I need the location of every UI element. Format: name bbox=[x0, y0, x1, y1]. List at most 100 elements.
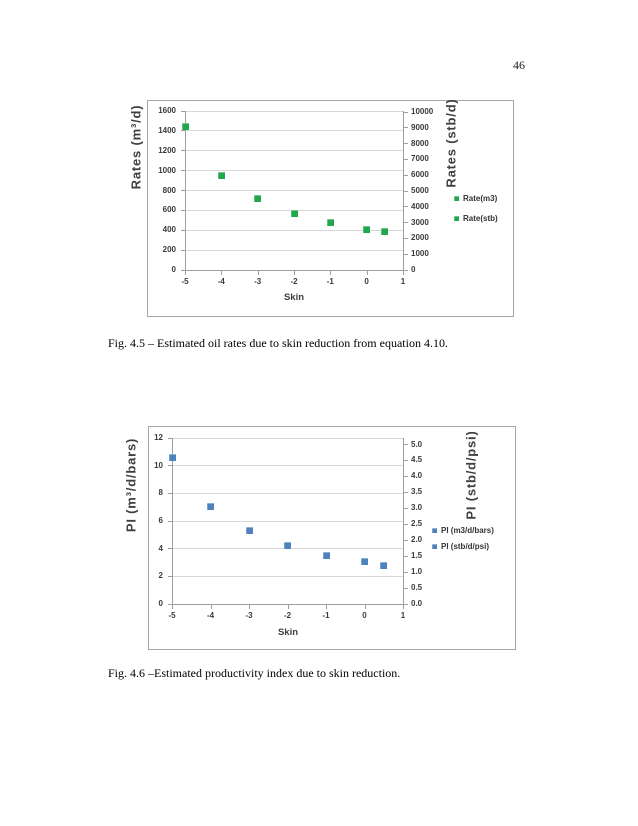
secondary-y-axis-tick-label: 4.5 bbox=[411, 455, 423, 465]
y-axis-tick-label: 1000 bbox=[158, 165, 176, 175]
y-axis-tick-label: 1400 bbox=[158, 125, 176, 135]
y-axis-tick-mark bbox=[168, 575, 172, 577]
y-axis-tick-label: 8 bbox=[158, 488, 163, 498]
y-axis-tick-mark bbox=[168, 492, 172, 494]
secondary-y-axis-tick-label: 0 bbox=[411, 265, 416, 274]
y-axis-tick-mark bbox=[181, 209, 185, 211]
x-axis-tick-label: -1 bbox=[322, 611, 330, 620]
legend-label: Rate(stb) bbox=[463, 214, 498, 223]
secondary-y-axis-tick-mark bbox=[404, 539, 408, 541]
data-point-marker bbox=[245, 527, 253, 535]
secondary-y-axis-tick-mark bbox=[404, 174, 408, 176]
x-axis-tick-label: 1 bbox=[400, 277, 406, 286]
x-axis-tick-mark bbox=[257, 271, 259, 275]
y-gridline bbox=[185, 249, 403, 251]
y-gridline bbox=[185, 110, 403, 112]
x-axis-tick-mark bbox=[249, 605, 250, 609]
data-point-marker bbox=[363, 225, 371, 233]
secondary-y-axis-tick-label: 5.0 bbox=[411, 439, 423, 449]
secondary-y-axis-tick-mark bbox=[404, 571, 408, 573]
secondary-y-axis-tick-mark bbox=[404, 555, 408, 557]
y-axis-tick-label: 4 bbox=[158, 543, 163, 553]
right-axis-title: Rates (stb/d) bbox=[443, 98, 459, 188]
x-axis-tick-label: -3 bbox=[245, 611, 253, 620]
legend-label: PI (stb/d/psi) bbox=[441, 542, 489, 551]
y-gridline bbox=[172, 492, 403, 494]
y-gridline bbox=[185, 150, 403, 152]
y-axis-tick-label: 400 bbox=[162, 225, 176, 235]
secondary-y-axis-tick-mark bbox=[404, 587, 408, 589]
x-axis-tick-mark bbox=[287, 605, 289, 609]
data-point-marker bbox=[326, 219, 334, 227]
secondary-y-axis-tick-label: 4000 bbox=[411, 201, 429, 211]
y-axis-tick-mark bbox=[181, 170, 185, 172]
y-axis-tick-label: 200 bbox=[162, 245, 176, 255]
x-axis-tick-label: 0 bbox=[362, 611, 367, 620]
secondary-y-axis-tick-label: 2.0 bbox=[411, 535, 423, 545]
x-axis-tick-label: -4 bbox=[217, 277, 225, 286]
y-axis-tick-mark bbox=[168, 437, 172, 439]
data-point-marker bbox=[181, 123, 189, 131]
y-gridline bbox=[185, 229, 403, 231]
secondary-y-axis-tick-label: 2000 bbox=[411, 233, 429, 243]
y-gridline bbox=[185, 190, 403, 191]
secondary-y-axis-tick-label: 3.5 bbox=[411, 487, 423, 497]
secondary-y-axis-tick-mark bbox=[404, 143, 408, 145]
secondary-y-axis-line bbox=[403, 438, 404, 604]
y-axis-tick-mark bbox=[168, 465, 172, 467]
legend-marker bbox=[454, 195, 459, 201]
secondary-y-axis-tick-mark bbox=[404, 269, 408, 271]
legend-label: PI (m3/d/bars) bbox=[441, 526, 494, 535]
x-axis-tick-mark bbox=[210, 605, 212, 609]
secondary-y-axis-tick-mark bbox=[404, 523, 408, 525]
x-axis-tick-mark bbox=[330, 271, 332, 275]
y-axis-tick-label: 6 bbox=[158, 516, 163, 525]
y-axis-tick-mark bbox=[168, 520, 172, 522]
secondary-y-axis-tick-label: 5000 bbox=[411, 186, 429, 195]
y-gridline bbox=[172, 520, 403, 522]
data-point-marker bbox=[381, 228, 389, 236]
left-axis-title: PI (m³/d/bars) bbox=[123, 437, 139, 533]
y-axis-tick-mark bbox=[181, 269, 185, 271]
secondary-y-axis-tick-mark bbox=[404, 190, 408, 192]
secondary-y-axis-tick-mark bbox=[404, 459, 408, 461]
x-axis-line bbox=[172, 604, 404, 605]
figure-4-6-chart: 0 2 4 6 8 10 12 0.0 0.5 1.0 1.5 2.0 2.5 3.0 3.5 4.0 4.5 5… bbox=[124, 426, 516, 650]
x-axis-tick-label: -4 bbox=[206, 611, 215, 620]
secondary-y-axis-tick-label: 2.5 bbox=[411, 519, 423, 529]
x-axis-tick-mark bbox=[185, 271, 186, 275]
legend-marker bbox=[432, 543, 437, 549]
figure-4-5-caption: Fig. 4.5 – Estimated oil rates due to sk… bbox=[108, 336, 448, 350]
y-axis-tick-label: 800 bbox=[162, 185, 176, 195]
secondary-y-axis-tick-label: 3.0 bbox=[411, 503, 423, 513]
y-axis-tick-label: 1600 bbox=[158, 106, 176, 115]
y-gridline bbox=[172, 575, 403, 577]
y-axis-tick-mark bbox=[181, 110, 185, 112]
x-axis-tick-label: -2 bbox=[283, 611, 292, 620]
y-axis-tick-mark bbox=[181, 249, 185, 251]
y-axis-tick-label: 10 bbox=[154, 460, 163, 470]
secondary-y-axis-tick-label: 0.0 bbox=[411, 599, 423, 608]
x-axis-tick-mark bbox=[403, 605, 404, 609]
x-axis-tick-label: -1 bbox=[326, 277, 334, 286]
secondary-y-axis-tick-mark bbox=[404, 603, 408, 605]
legend-marker bbox=[432, 527, 437, 533]
y-axis-tick-mark bbox=[181, 130, 185, 132]
left-axis-title: Rates (m³/d) bbox=[128, 104, 144, 190]
x-axis-tick-mark bbox=[403, 271, 404, 275]
y-axis-tick-label: 0 bbox=[171, 265, 176, 274]
legend-marker bbox=[454, 215, 459, 221]
y-axis-tick-label: 0 bbox=[158, 599, 163, 608]
y-axis-line bbox=[185, 111, 186, 270]
data-point-marker bbox=[168, 453, 176, 461]
x-axis-line bbox=[185, 270, 404, 271]
x-axis-tick-mark bbox=[364, 605, 366, 609]
y-axis-tick-mark bbox=[181, 229, 185, 231]
y-axis-tick-mark bbox=[181, 150, 185, 152]
secondary-y-axis-tick-mark bbox=[404, 127, 408, 129]
secondary-y-axis-tick-mark bbox=[404, 253, 408, 255]
x-axis-tick-mark bbox=[326, 605, 327, 609]
x-axis-tick-label: -5 bbox=[168, 611, 176, 620]
page-number: 46 bbox=[513, 58, 525, 72]
y-gridline bbox=[185, 170, 403, 172]
